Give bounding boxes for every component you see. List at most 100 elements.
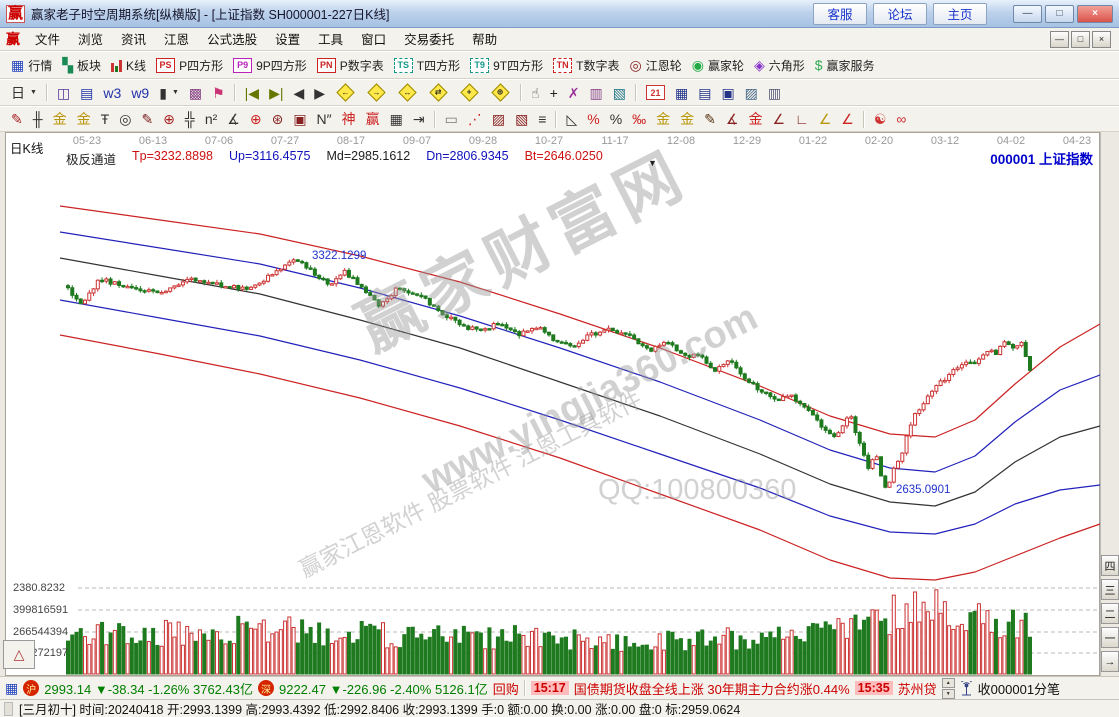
nav-compress-h[interactable]: ⇄ [423, 83, 454, 102]
nav-pattern-window[interactable]: ▩ [184, 84, 207, 102]
titlebar-button-论坛[interactable]: 论坛 [873, 2, 927, 25]
nav-candle-type[interactable]: ▮ ▼ [154, 84, 184, 102]
news-scroll-up-button[interactable]: ▲ [941, 677, 955, 688]
draw-gold-angle2[interactable]: ∠ [814, 110, 837, 128]
draw-protractor[interactable]: ∡ [222, 110, 245, 128]
nav-prev-page[interactable]: ◀ [288, 84, 309, 102]
nav-calculator[interactable]: ▦ [670, 84, 693, 102]
draw-time-grid[interactable]: ╬ [180, 110, 200, 128]
draw-n-quote[interactable]: N″ [312, 110, 337, 128]
draw-percent[interactable]: % [605, 110, 627, 128]
draw-yinyang-tool[interactable]: ☯ [869, 110, 892, 128]
nav-system[interactable]: ▥ [763, 84, 786, 102]
draw-gann-box[interactable]: ▨ [487, 110, 510, 128]
draw-circle-cross[interactable]: ⊕ [245, 110, 267, 128]
nav-save[interactable]: ▣ [716, 84, 739, 102]
tool-9p-square[interactable]: P9 9P四方形 [228, 55, 312, 76]
draw-ruler-pen[interactable]: ✎ [136, 110, 158, 128]
tool-hexagon[interactable]: ◈ 六角形 [749, 55, 810, 76]
draw-gann-grid-gold[interactable]: 金 [48, 110, 72, 128]
draw-f-angle[interactable]: ∟ [790, 110, 814, 128]
nav-zoom-in-all[interactable]: + [454, 83, 485, 102]
pane-split-button-5[interactable]: → [1101, 651, 1119, 672]
nav-indicator-flag[interactable]: ⚑ [207, 84, 230, 102]
menu-工具[interactable]: 工具 [318, 33, 344, 47]
nav-notepad[interactable]: ▤ [693, 84, 716, 102]
nav-next-page[interactable]: ▶ [309, 84, 330, 102]
menu-交易委托[interactable]: 交易委托 [404, 33, 455, 47]
menu-设置[interactable]: 设置 [275, 33, 301, 47]
menu-文件[interactable]: 文件 [35, 33, 61, 47]
nav-shift-left[interactable]: ← [330, 83, 361, 102]
titlebar[interactable]: 赢 赢家老子时空周期系统[纵横版] - [上证指数 SH000001-227日K… [0, 0, 1119, 28]
menu-帮助[interactable]: 帮助 [472, 33, 498, 47]
tool-gann-wheel[interactable]: ◎ 江恩轮 [624, 55, 686, 76]
draw-grid-tool[interactable]: ╫ [28, 110, 48, 128]
pane-split-button-2[interactable]: 三 [1101, 579, 1119, 600]
close-button[interactable]: × [1077, 4, 1113, 23]
nav-hand-tool[interactable]: ☝ [526, 84, 545, 102]
news-headline-2[interactable]: 苏州贷 [897, 681, 937, 697]
tool-kline[interactable]: K线 [106, 55, 151, 76]
shenzhen-index-quote[interactable]: 9222.47 ▼-226.96 -2.40% 5126.1亿 [278, 681, 488, 697]
mdi-minimize-button[interactable]: — [1050, 30, 1069, 48]
titlebar-button-主页[interactable]: 主页 [933, 2, 987, 25]
indicator-name[interactable]: 极反通道 [66, 153, 117, 167]
nav-bag-tool[interactable]: ▧ [608, 84, 631, 102]
nav-wave-3[interactable]: w3 [98, 84, 126, 102]
menu-江恩[interactable]: 江恩 [164, 33, 190, 47]
nav-calendar[interactable]: 21 [641, 83, 670, 102]
nav-bundle-tool[interactable]: ▥ [585, 84, 608, 102]
nav-first-page[interactable]: |◀ [240, 84, 264, 102]
draw-rect-tool[interactable]: ▭ [440, 110, 463, 128]
menu-资讯[interactable]: 资讯 [121, 33, 147, 47]
tick-feed-label[interactable]: 收000001分笔 [977, 681, 1061, 697]
tool-t-square[interactable]: TS T四方形 [389, 55, 465, 76]
nav-tile-windows[interactable]: ◫ [52, 84, 75, 102]
mdi-restore-button[interactable]: □ [1071, 30, 1090, 48]
draw-fan-box[interactable]: ▧ [510, 110, 533, 128]
draw-pattern-square[interactable]: ▣ [288, 110, 311, 128]
draw-gann-grid-gold2[interactable]: 金 [72, 110, 96, 128]
nav-expand-h[interactable]: ↔ [392, 83, 423, 102]
draw-gann-circle[interactable]: ⊕ [158, 110, 180, 128]
draw-brush-tool[interactable]: ✎ [699, 110, 721, 128]
nav-info-panel[interactable]: ▤ [75, 84, 98, 102]
restore-button[interactable]: □ [1045, 4, 1074, 23]
draw-infinity-tool[interactable]: ∞ [891, 110, 911, 128]
nav-crosshair-tool[interactable]: + [545, 84, 563, 102]
draw-n-square[interactable]: n² [200, 110, 222, 128]
nav-layout-window[interactable]: 日 ▼ [6, 84, 42, 102]
market-board-icon[interactable]: ▦ [5, 679, 19, 696]
draw-gold-angle[interactable]: 金 [743, 110, 767, 128]
header-dropdown-caret[interactable]: ▼ [648, 158, 657, 168]
draw-speed-lines[interactable]: ⋰ [463, 110, 487, 128]
menu-公式选股[interactable]: 公式选股 [207, 33, 258, 47]
tool-quotes[interactable]: ▦ 行情 [6, 55, 57, 76]
draw-ying-tool[interactable]: 赢 [361, 110, 385, 128]
draw-percent-corner[interactable]: ◺ [561, 110, 582, 128]
menu-窗口[interactable]: 窗口 [361, 33, 387, 47]
nav-zoom-out-all[interactable]: ⊕ [485, 83, 516, 102]
draw-t-bar-tool[interactable]: Ŧ [96, 110, 115, 128]
news-scroll-down-button[interactable]: ▼ [941, 688, 955, 699]
tool-winner-service[interactable]: $ 赢家服务 [810, 55, 880, 76]
draw-spiral-tool[interactable]: ◎ [114, 110, 136, 128]
tool-p-square[interactable]: PS P四方形 [151, 55, 228, 76]
menu-浏览[interactable]: 浏览 [78, 33, 104, 47]
shanghai-index-quote[interactable]: 2993.14 ▼-38.34 -1.26% 3762.43亿 [44, 681, 253, 697]
nav-mail[interactable]: ▨ [740, 84, 763, 102]
pane-split-button-4[interactable]: 一 [1101, 627, 1119, 648]
nav-wave-9[interactable]: w9 [126, 84, 154, 102]
tool-winner-wheel[interactable]: ◉ 赢家轮 [687, 55, 749, 76]
draw-pen-tool[interactable]: ✎ [6, 110, 28, 128]
kline-chart[interactable] [0, 132, 1119, 676]
pane-split-button-1[interactable]: 四 [1101, 555, 1119, 576]
draw-angle-line[interactable]: ∠ [767, 110, 790, 128]
alert-triangle-button[interactable]: △ [3, 640, 35, 669]
draw-gold-lines[interactable]: 金 [675, 110, 699, 128]
minimize-button[interactable]: — [1013, 4, 1042, 23]
pane-split-button-3[interactable]: 二 [1101, 603, 1119, 624]
draw-angle-a[interactable]: ∡ [721, 110, 744, 128]
nav-mark-tool[interactable]: ✗ [563, 84, 585, 102]
